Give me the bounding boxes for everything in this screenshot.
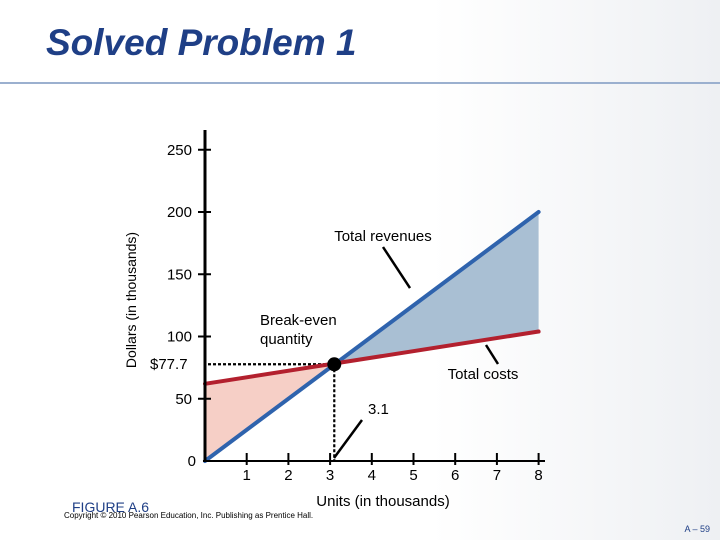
break-even-label-line2: quantity	[260, 331, 313, 348]
break-even-y-value: $77.7	[150, 356, 188, 373]
x-tick-label: 5	[409, 467, 417, 484]
y-axis-label: Dollars (in thousands)	[123, 232, 139, 368]
break-even-x-value: 3.1	[368, 401, 389, 418]
page-number: A – 59	[684, 524, 710, 534]
break-even-x-pointer	[332, 419, 364, 459]
figure-label: FIGURE A.6	[72, 499, 150, 515]
y-tick-label: 150	[167, 266, 192, 283]
total-revenues-label: Total revenues	[334, 228, 432, 245]
break-even-label-line1: Break-even	[260, 312, 337, 329]
title-divider	[0, 82, 720, 84]
revenue-pointer	[381, 246, 412, 289]
y-tick-label: 100	[167, 329, 192, 346]
copyright-text: Copyright © 2010 Pearson Education, Inc.…	[64, 511, 314, 520]
x-tick-label: 8	[534, 467, 542, 484]
total-costs-line	[203, 329, 541, 386]
y-tick-label: 50	[175, 391, 192, 408]
x-tick-label: 1	[243, 467, 251, 484]
slide-title: Solved Problem 1	[46, 22, 357, 63]
cost-pointer	[484, 344, 500, 365]
total-costs-label: Total costs	[448, 366, 519, 383]
break-even-point	[327, 357, 342, 372]
x-tick-label: 3	[326, 467, 334, 484]
x-axis-label: Units (in thousands)	[316, 493, 449, 510]
x-tick-label: 7	[493, 467, 501, 484]
x-tick-label: 6	[451, 467, 459, 484]
x-tick-label: 2	[284, 467, 292, 484]
total-revenues-line	[203, 210, 541, 463]
y-tick-label: 200	[167, 204, 192, 221]
x-tick-label: 4	[368, 467, 376, 484]
y-tick-label: 0	[188, 453, 196, 470]
y-tick-label: 250	[167, 142, 192, 159]
